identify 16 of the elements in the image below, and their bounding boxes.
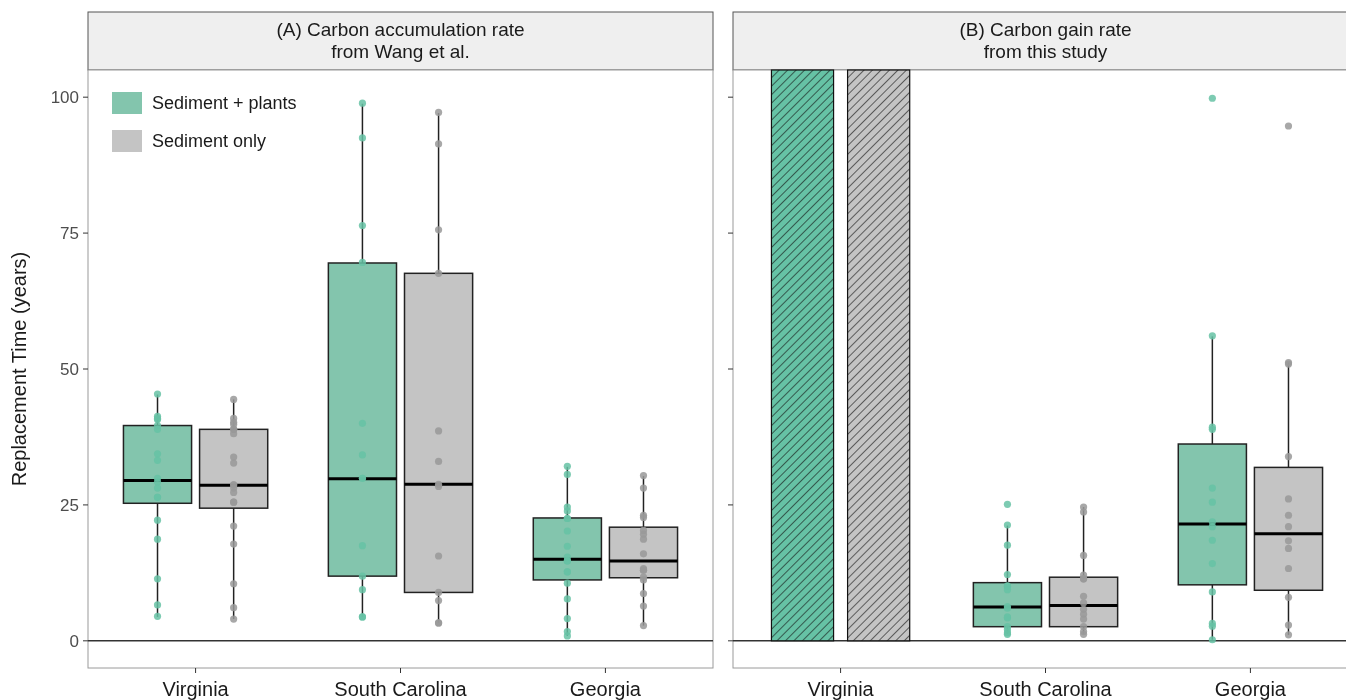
legend-label: Sediment only bbox=[152, 131, 267, 152]
chart-title: (B) Carbon gain rate from this study bbox=[959, 19, 1132, 62]
y-axis-title: Replacement Time (years) bbox=[8, 251, 30, 487]
x-tick-label: Georgia bbox=[569, 678, 642, 700]
legend-label: Sediment + plants bbox=[152, 93, 297, 114]
x-tick-label: Virginia bbox=[162, 678, 230, 700]
y-tick-label: 100 bbox=[50, 88, 79, 108]
x-tick-label: Georgia bbox=[1214, 678, 1287, 700]
chart-title: (A) Carbon accumulation rate from Wang et al. bbox=[276, 19, 525, 62]
x-tick-label: South Carolina bbox=[334, 678, 468, 700]
y-tick-label: 75 bbox=[60, 224, 79, 244]
y-tick-label: 0 bbox=[69, 631, 79, 651]
x-tick-label: Virginia bbox=[807, 678, 875, 700]
x-tick-label: South Carolina bbox=[979, 678, 1113, 700]
y-tick-label: 25 bbox=[60, 495, 79, 515]
y-tick-label: 50 bbox=[60, 359, 79, 379]
